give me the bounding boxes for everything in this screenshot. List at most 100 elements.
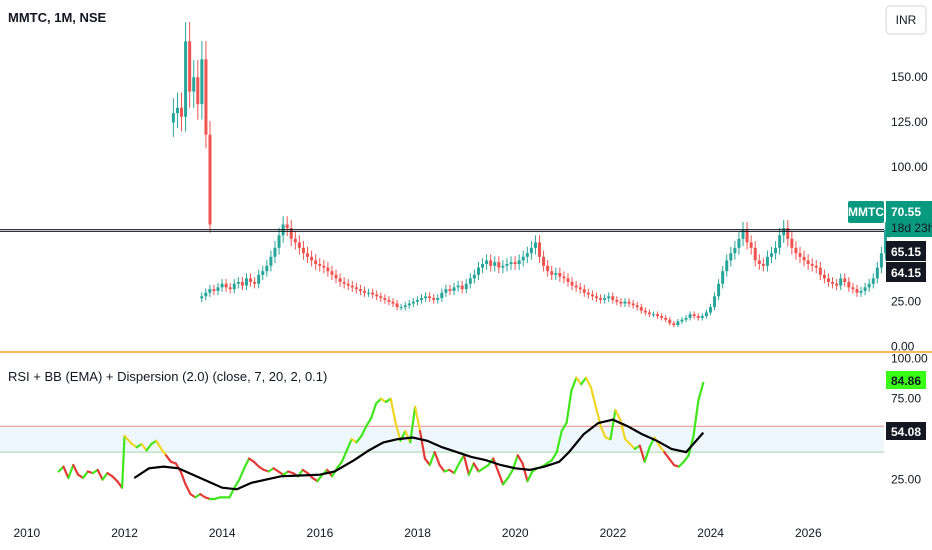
rsi-line-segment — [345, 438, 353, 452]
candle-body — [774, 247, 778, 254]
rsi-line-segment — [374, 397, 383, 405]
candle-body — [802, 256, 806, 261]
rsi-line-segment — [697, 381, 705, 402]
candle-body — [529, 247, 533, 254]
price-pane[interactable] — [0, 22, 892, 328]
candle-body — [851, 287, 855, 290]
rsi-line-segment — [423, 457, 431, 467]
currency-button[interactable] — [885, 5, 927, 35]
rsi-pane[interactable] — [0, 376, 884, 501]
rsi-value-tag — [886, 371, 926, 389]
rsi-line-segment — [72, 463, 80, 476]
candle-body — [224, 283, 228, 288]
candle-body — [464, 283, 468, 290]
candle-body — [765, 256, 769, 266]
candle-body — [208, 134, 212, 225]
candle-body — [761, 264, 765, 266]
candle-body — [354, 287, 358, 290]
candle-body — [586, 292, 590, 295]
rsi-line-segment — [501, 476, 510, 486]
candle-body — [839, 278, 843, 286]
candle-body — [330, 271, 334, 275]
candle-body — [379, 296, 383, 299]
rsi-line-segment — [609, 408, 617, 441]
rsi-axis[interactable]: 100.00 75.00 25.00 — [891, 351, 928, 486]
rsi-line-segment — [335, 460, 343, 470]
rsi-line-segment — [453, 462, 461, 475]
rsi-tick-label: 75.00 — [891, 392, 921, 406]
rsi-tick-label: 25.00 — [891, 473, 921, 487]
rsi-line-segment — [658, 444, 666, 454]
candle-body — [415, 299, 419, 302]
rsi-line-segment — [155, 439, 163, 450]
candle-body — [660, 316, 664, 318]
candle-body — [232, 283, 236, 290]
last-price-tag — [886, 201, 932, 237]
candle-body — [342, 281, 346, 284]
rsi-line-segment — [394, 421, 402, 442]
rsi-line-segment — [492, 457, 500, 473]
candle-body — [619, 301, 623, 304]
last-price-value: 70.55 — [891, 205, 921, 219]
candle-body — [489, 260, 493, 266]
candle-body — [835, 283, 839, 286]
candle-body — [566, 278, 570, 282]
candle-countdown: 18d 23h — [891, 221, 932, 235]
rsi-line-segment — [643, 446, 651, 463]
rsi-line-segment — [624, 438, 632, 446]
rsi-line-segment — [340, 449, 348, 463]
candle-body — [497, 262, 501, 268]
rsi-line-segment — [184, 483, 192, 496]
candle-body — [582, 289, 586, 293]
rsi-line-segment — [526, 470, 534, 483]
rsi-line-segment — [360, 425, 368, 438]
candle-body — [363, 290, 367, 293]
candle-body — [383, 298, 387, 300]
candle-body — [265, 265, 269, 272]
rsi-line-segment — [62, 465, 70, 480]
candle-body — [391, 301, 395, 304]
candle-body — [419, 298, 423, 300]
candle-body — [297, 242, 301, 248]
candle-body — [196, 77, 200, 105]
candle-body — [371, 292, 375, 295]
candle-body — [184, 41, 188, 117]
candle-body — [574, 285, 578, 288]
candle-body — [367, 292, 371, 294]
rsi-line-segment — [628, 442, 637, 450]
candle-body — [358, 289, 362, 291]
rsi-line-segment — [120, 434, 126, 489]
candle-body — [244, 278, 248, 286]
candle-body — [786, 228, 790, 239]
price-tick-label: 125.00 — [891, 115, 928, 129]
candle-body — [509, 262, 513, 264]
candle-body — [407, 303, 411, 306]
rsi-line-segment — [389, 397, 397, 425]
rsi-line-segment — [111, 475, 119, 483]
rsi-line-segment — [409, 405, 417, 444]
candle-body — [717, 283, 721, 297]
time-axis[interactable]: 2010 2012 2014 2016 2018 2020 2022 2024 2026 — [14, 526, 822, 540]
candle-body — [664, 317, 668, 320]
rsi-line-segment — [140, 442, 148, 452]
time-tick-label: 2016 — [307, 526, 334, 540]
candle-body — [228, 287, 232, 290]
candle-body — [570, 281, 574, 286]
candle-body — [306, 253, 310, 257]
candle-body — [826, 278, 830, 282]
symbol-title[interactable]: MMTC, 1M, NSE — [8, 10, 107, 25]
candle-body — [550, 271, 554, 275]
candle-body — [346, 283, 350, 286]
rsi-line-segment — [521, 462, 529, 483]
time-tick-label: 2024 — [697, 526, 724, 540]
candle-body — [253, 281, 257, 284]
rsi-line-segment — [599, 425, 607, 439]
candle-body — [611, 296, 615, 300]
candle-body — [269, 256, 273, 266]
candle-body — [533, 242, 537, 248]
candle-body — [696, 316, 700, 318]
rsi-line-segment — [123, 434, 133, 446]
indicator-title[interactable]: RSI + BB (EMA) + Dispersion (2.0) (close… — [8, 369, 327, 384]
rsi-line-segment — [506, 468, 514, 480]
